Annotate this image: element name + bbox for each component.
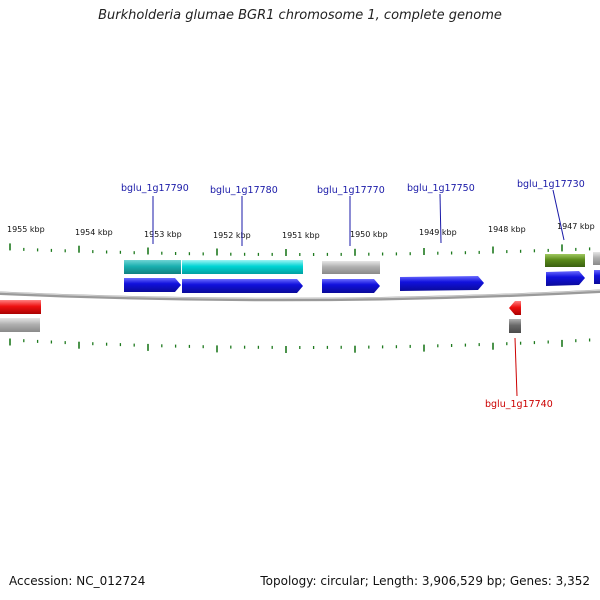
gene-label[interactable]: bglu_1g17790 xyxy=(121,183,189,194)
scale-label: 1953 kbp xyxy=(144,230,182,239)
cds-arrow xyxy=(124,278,181,292)
scale-ticks-bottom xyxy=(9,338,591,353)
genome-summary: Topology: circular; Length: 3,906,529 bp… xyxy=(260,574,590,588)
feature-block xyxy=(124,260,181,274)
gene-label[interactable]: bglu_1g17730 xyxy=(517,179,585,190)
scale-label: 1948 kbp xyxy=(488,225,526,234)
scale-label: 1950 kbp xyxy=(350,230,388,239)
scale-label: 1955 kbp xyxy=(7,225,45,234)
cds-arrow-reverse xyxy=(509,301,521,315)
chromosome-backbone-highlight xyxy=(0,289,600,300)
feature-block-reverse xyxy=(0,318,40,332)
cds-arrow xyxy=(594,270,600,284)
scale-label: 1954 kbp xyxy=(75,228,113,237)
scale-label: 1951 kbp xyxy=(282,231,320,240)
gene-label[interactable]: bglu_1g17780 xyxy=(210,185,278,196)
gene-label[interactable]: bglu_1g17740 xyxy=(485,399,553,410)
cds-arrow xyxy=(546,271,585,286)
feature-block xyxy=(593,252,600,265)
gene-label-leader xyxy=(514,337,518,397)
feature-block xyxy=(182,260,303,274)
gene-label[interactable]: bglu_1g17750 xyxy=(407,183,475,194)
feature-block xyxy=(545,254,585,267)
scale-ticks-top xyxy=(9,243,591,256)
feature-block xyxy=(322,261,380,274)
accession-label: Accession: NC_012724 xyxy=(9,574,146,588)
gene-label-leader xyxy=(439,193,442,244)
cds-block-reverse xyxy=(0,300,41,314)
map-title: Burkholderia glumae BGR1 chromosome 1, c… xyxy=(98,8,502,23)
gene-label[interactable]: bglu_1g17770 xyxy=(317,185,385,196)
cds-arrow xyxy=(322,279,380,293)
scale-label: 1949 kbp xyxy=(419,228,457,237)
gene-label-leader xyxy=(552,189,565,241)
scale-label: 1947 kbp xyxy=(557,222,595,231)
feature-block-reverse xyxy=(509,319,521,333)
chromosome-backbone xyxy=(0,289,600,302)
scale-label: 1952 kbp xyxy=(213,231,251,240)
cds-arrow xyxy=(182,279,303,293)
cds-arrow xyxy=(400,276,484,291)
